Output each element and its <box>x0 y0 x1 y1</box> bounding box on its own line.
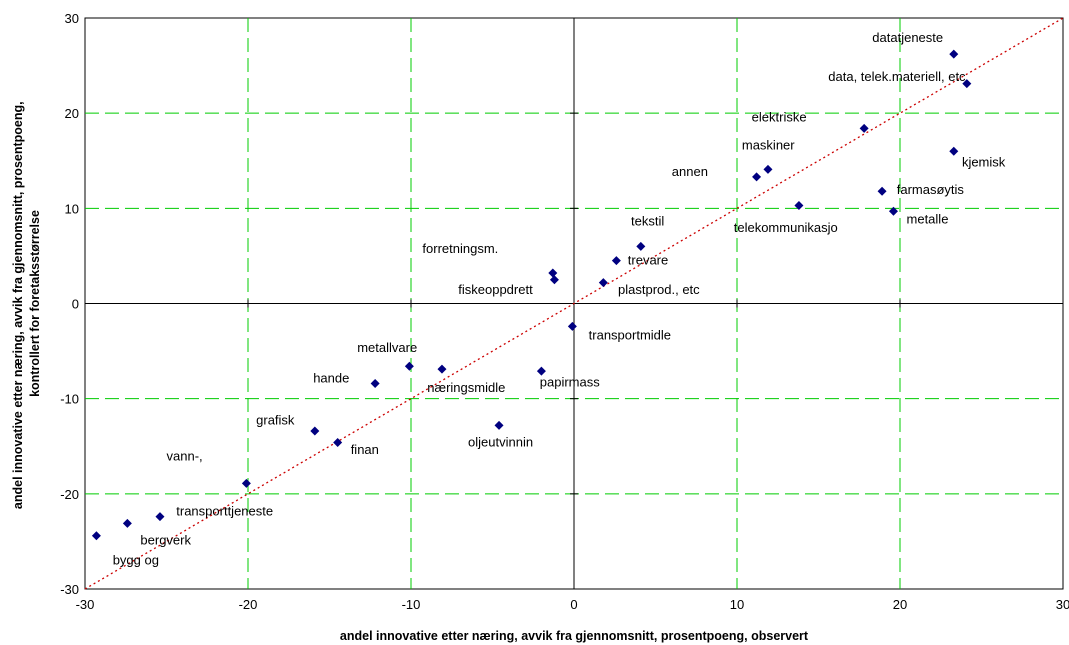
y-tick-label: 0 <box>72 297 79 312</box>
data-point <box>888 206 898 216</box>
point-label: annen <box>672 164 708 179</box>
point-label: elektriske <box>752 110 807 125</box>
data-point <box>437 364 447 374</box>
data-point <box>567 321 577 331</box>
point-label: forretningsm. <box>422 241 498 256</box>
x-tick-label: -20 <box>239 597 258 612</box>
x-tick-labels: -30 -20 -10 0 10 20 30 <box>76 597 1069 612</box>
point-label: transportmidle <box>589 328 671 343</box>
data-point <box>122 518 132 528</box>
point-label: hande <box>313 370 349 385</box>
y-axis-title-line-2: kontrollert for foretaksstørrelse <box>28 210 42 397</box>
y-axis-title: andel innovative etter næring, avvik fra… <box>11 98 42 509</box>
data-point <box>962 79 972 89</box>
y-tick-label: 10 <box>65 201 79 216</box>
point-label: datatjeneste <box>872 30 943 45</box>
point-label: data, telek.materiell, etc <box>828 69 966 84</box>
data-point <box>611 256 621 266</box>
data-point <box>549 275 559 285</box>
point-label: papirmass <box>540 374 600 389</box>
point-label: maskiner <box>742 137 795 152</box>
x-tick-label: -10 <box>402 597 421 612</box>
point-label: tekstil <box>631 213 664 228</box>
point-label: fiskeoppdrett <box>458 282 533 297</box>
point-label: grafisk <box>256 412 295 427</box>
point-label: oljeutvinnin <box>468 434 533 449</box>
x-axis-title: andel innovative etter næring, avvik fra… <box>340 629 809 643</box>
y-tick-label: -30 <box>60 582 79 597</box>
data-point <box>949 49 959 59</box>
data-point <box>752 172 762 182</box>
data-point <box>949 146 959 156</box>
data-point <box>794 200 804 210</box>
data-point <box>310 426 320 436</box>
y-axis-title-line-1: andel innovative etter næring, avvik fra… <box>11 101 25 509</box>
point-label: bygg og <box>113 552 159 567</box>
data-point <box>763 164 773 174</box>
y-tick-labels: -30 -20 -10 0 10 20 30 <box>60 11 79 597</box>
y-tick-label: -10 <box>60 392 79 407</box>
point-label: finan <box>351 442 379 457</box>
point-label: plastprod., etc <box>618 282 700 297</box>
data-point <box>636 241 646 251</box>
x-tick-label: 30 <box>1056 597 1069 612</box>
point-labels: datatjeneste data, telek.materiell, etc el… <box>113 30 1006 567</box>
point-label: metallvare <box>357 340 417 355</box>
data-point <box>877 186 887 196</box>
data-point <box>370 378 380 388</box>
point-label: næringsmidle <box>427 380 505 395</box>
point-label: trevare <box>628 252 668 267</box>
y-tick-label: 30 <box>65 11 79 26</box>
point-label: bergverk <box>140 532 191 547</box>
x-tick-label: 0 <box>570 597 577 612</box>
data-point <box>333 437 343 447</box>
point-label: kjemisk <box>962 154 1006 169</box>
point-label: telekommunikasjo <box>734 220 838 235</box>
data-point <box>91 531 101 541</box>
data-point <box>548 268 558 278</box>
data-point <box>241 478 251 488</box>
y-tick-label: -20 <box>60 487 79 502</box>
data-points <box>91 49 972 541</box>
diagonal-reference-line <box>84 17 1064 590</box>
x-tick-label: 20 <box>893 597 907 612</box>
plot-area: datatjeneste data, telek.materiell, etc el… <box>84 17 1064 590</box>
point-label: vann-, <box>167 449 203 464</box>
data-point <box>494 420 504 430</box>
point-label: metalle <box>907 212 949 227</box>
data-point <box>859 123 869 133</box>
x-tick-label: 10 <box>730 597 744 612</box>
data-point <box>155 512 165 522</box>
point-label: transporttjeneste <box>176 504 273 519</box>
data-point <box>404 361 414 371</box>
x-tick-label: -30 <box>76 597 95 612</box>
point-label: farmasøytis <box>897 182 965 197</box>
data-point <box>536 366 546 376</box>
y-tick-label: 20 <box>65 106 79 121</box>
data-point <box>598 278 608 288</box>
